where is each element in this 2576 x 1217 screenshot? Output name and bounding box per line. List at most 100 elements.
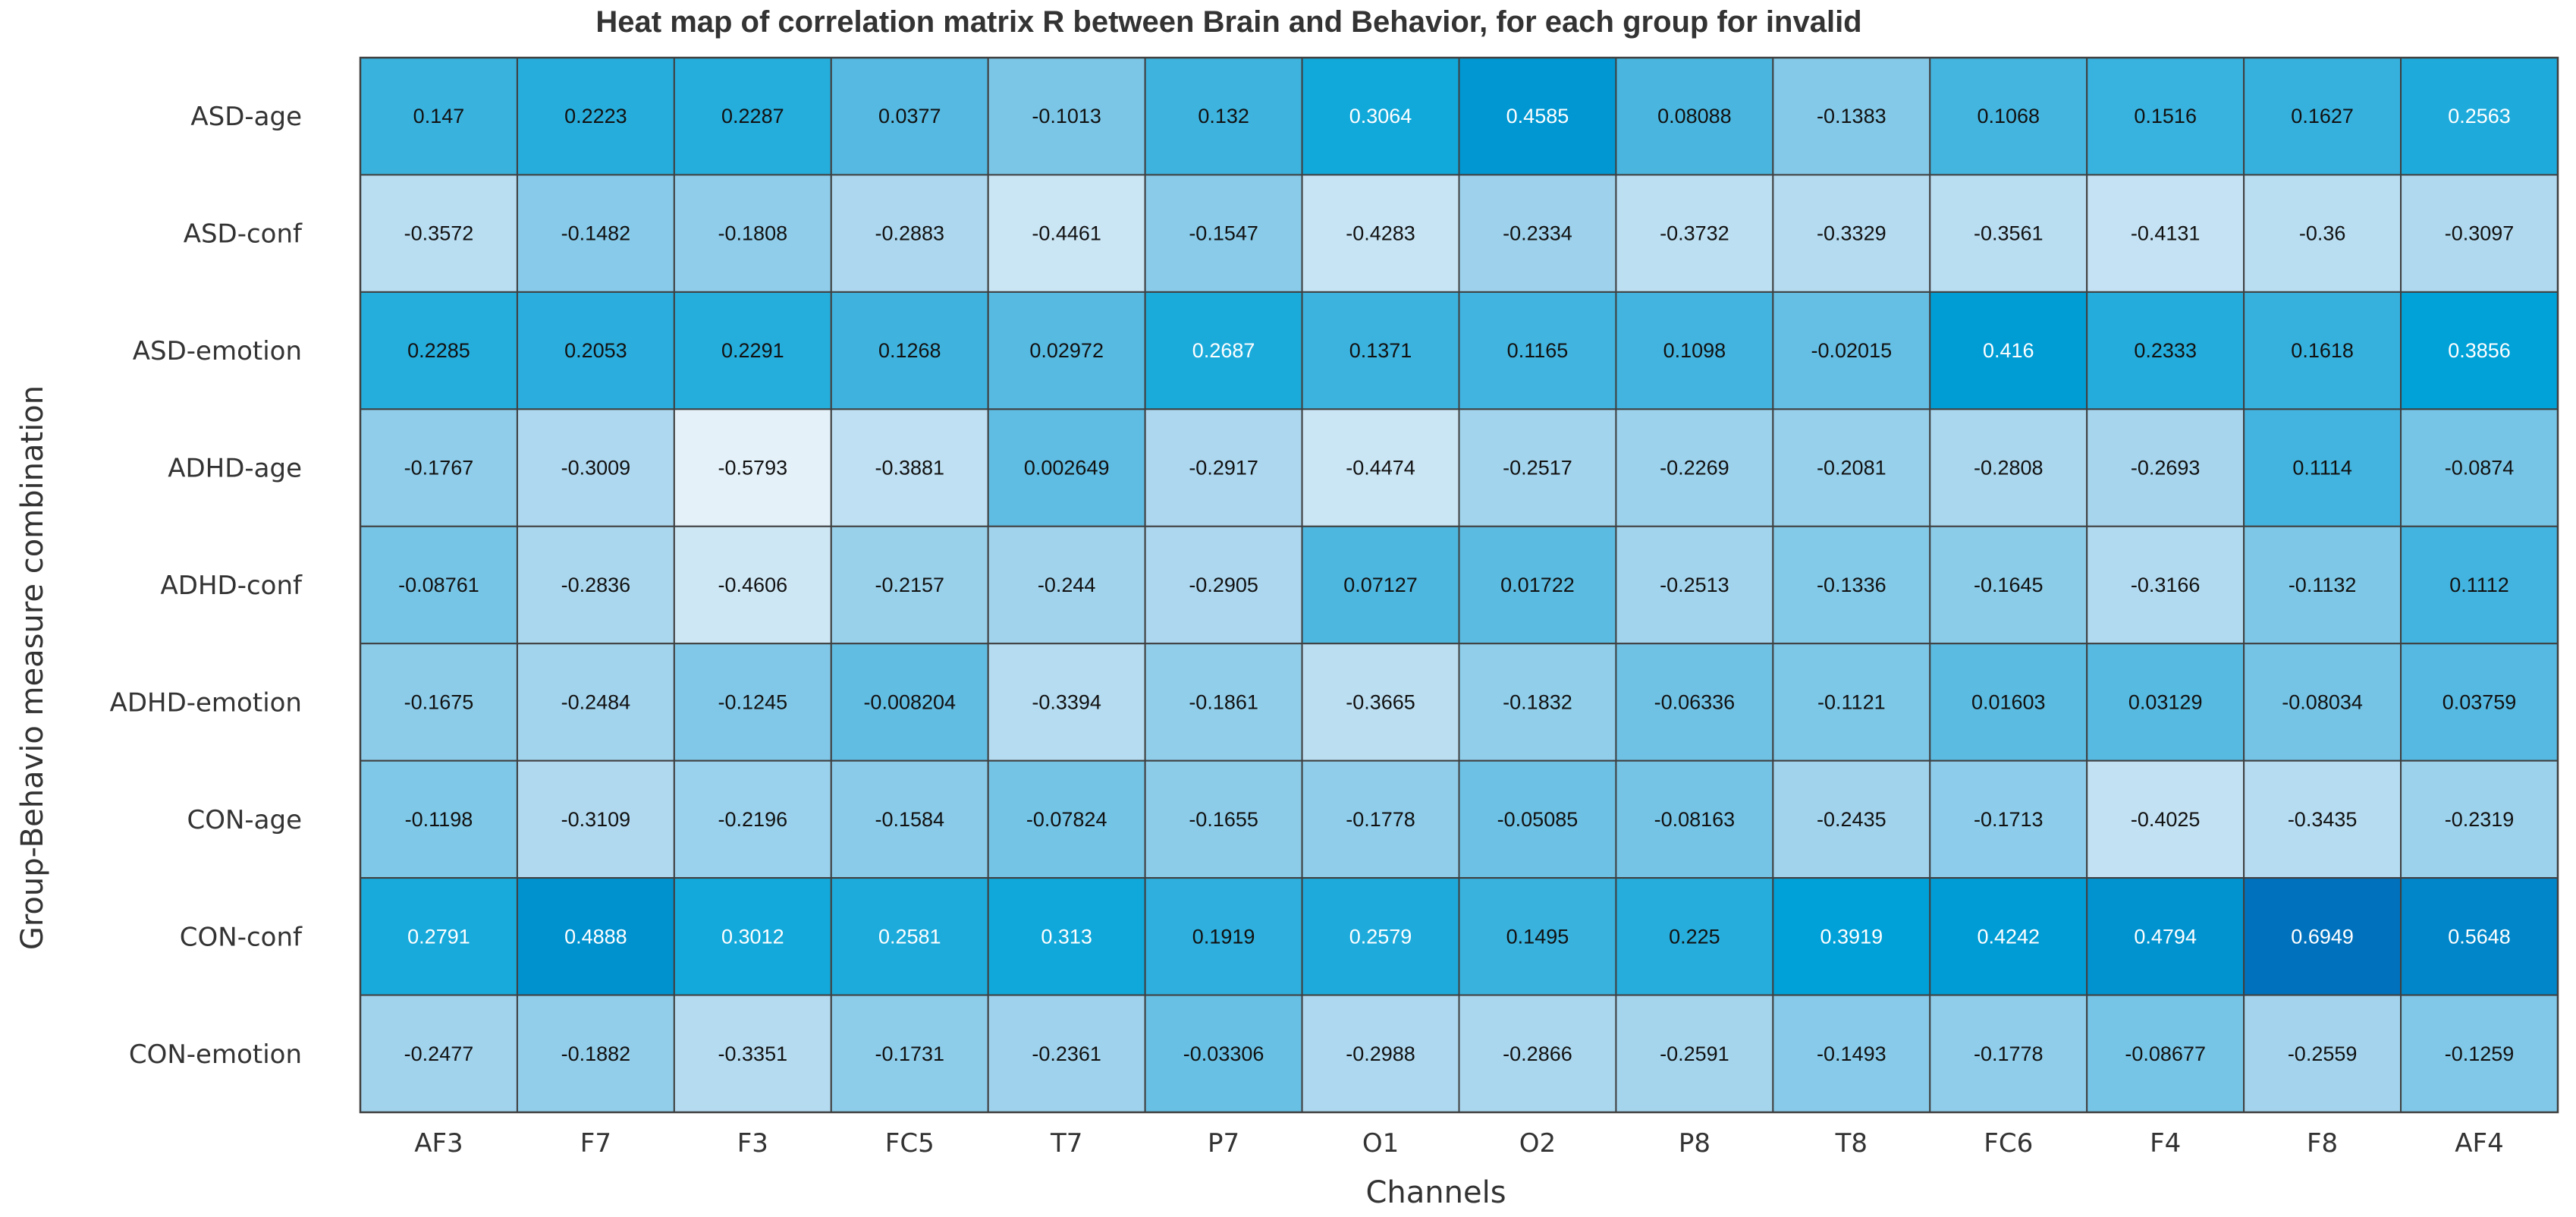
cell-value-label: 0.01603: [1971, 690, 2046, 713]
cell-value-label: -0.008204: [863, 690, 956, 713]
row-label: CON-conf: [180, 922, 303, 952]
cell-value-label: -0.2836: [561, 574, 631, 596]
heatmap-cell: [2400, 291, 2559, 410]
heatmap-cell: [1615, 408, 1774, 527]
column-labels: AF3 F7 F3 FC5 T7 P7 O1 O2 P8 T8 FC6 F4 F8 AF4: [414, 1128, 2504, 1159]
heatmap-cell: [1458, 759, 1617, 879]
cell-value-label: 0.313: [1041, 925, 1092, 948]
heatmap-cell: [1772, 759, 1931, 879]
cell-value-label: -0.3394: [1032, 690, 1101, 713]
heatmap-cell: [987, 759, 1146, 879]
heatmap-cell: [673, 291, 832, 410]
column-label: P8: [1679, 1128, 1711, 1159]
heatmap-cell: [673, 525, 832, 645]
cell-value-label: -0.08034: [2282, 690, 2363, 713]
heatmap-cell: [360, 877, 518, 996]
heatmap-cell: [1458, 643, 1617, 762]
heatmap-cell: [516, 57, 675, 176]
cell-value-label: 0.2287: [721, 105, 784, 127]
cell-value-label: -0.2319: [2445, 808, 2515, 831]
column-label: T8: [1835, 1128, 1868, 1159]
heatmap-cell: [2086, 57, 2245, 176]
heatmap-cell: [987, 643, 1146, 762]
cell-value-label: -0.3329: [1817, 222, 1886, 245]
cell-value-label: -0.1245: [718, 690, 788, 713]
cell-value-label: -0.36: [2299, 222, 2346, 245]
cell-value-label: -0.3109: [561, 808, 631, 831]
column-label: FC5: [885, 1128, 935, 1159]
cell-value-label: -0.3351: [718, 1042, 788, 1065]
heatmap-cell: [2400, 877, 2559, 996]
heatmap-cell: [830, 408, 989, 527]
row-label: ASD-emotion: [133, 336, 302, 366]
cell-value-label: -0.2883: [875, 222, 944, 245]
cell-value-label: -0.1731: [875, 1042, 944, 1065]
cell-value-label: -0.08761: [398, 574, 479, 596]
cell-value-label: -0.3166: [2131, 574, 2201, 596]
cell-value-label: -0.08163: [1654, 808, 1736, 831]
heatmap-cell: [360, 291, 518, 410]
heatmap-cell: [1144, 643, 1303, 762]
cell-value-label: 0.01722: [1500, 574, 1575, 596]
heatmap-cell: [673, 994, 832, 1113]
chart-title: Heat map of correlation matrix R between…: [595, 5, 1861, 39]
cell-value-label: -0.4283: [1346, 222, 1415, 245]
cell-value-label: -0.244: [1038, 574, 1096, 596]
cell-value-label: -0.3009: [561, 457, 631, 480]
cell-value-label: 0.1516: [2134, 105, 2197, 127]
heatmap-cell: [830, 643, 989, 762]
heatmap-cell: [516, 759, 675, 879]
cell-value-label: 0.1114: [2292, 457, 2352, 480]
heatmap-cell: [2400, 643, 2559, 762]
heatmap-cell: [2243, 525, 2402, 645]
heatmap-cell: [2400, 525, 2559, 645]
cell-value-label: -0.3665: [1346, 690, 1415, 713]
cell-value-label: -0.06336: [1654, 690, 1736, 713]
cell-value-label: 0.03129: [2128, 690, 2203, 713]
heatmap-cell: [360, 759, 518, 879]
heatmap-cell: [2086, 877, 2245, 996]
cell-value-label: -0.1547: [1189, 222, 1258, 245]
column-label: O1: [1362, 1128, 1399, 1159]
heatmap-cell: [1301, 877, 1460, 996]
heatmap-cell: [1301, 643, 1460, 762]
heatmap-cell: [1929, 525, 2088, 645]
heatmap-cell: [2243, 994, 2402, 1113]
cell-value-label: 0.2791: [407, 925, 470, 948]
column-label: AF4: [2455, 1128, 2503, 1159]
cell-value-label: -0.3561: [1974, 222, 2044, 245]
cell-value-label: 0.1268: [878, 339, 941, 362]
cell-value-label: -0.1882: [561, 1042, 631, 1065]
row-label: ADHD-conf: [161, 571, 303, 601]
cell-value-label: -0.2693: [2131, 457, 2201, 480]
cell-value-label: -0.4606: [718, 574, 788, 596]
heatmap-cell: [673, 174, 832, 293]
cell-value-label: 0.2333: [2134, 339, 2197, 362]
cell-value-label: 0.3012: [721, 925, 784, 948]
heatmap-cell: [2243, 57, 2402, 176]
cell-value-label: 0.1627: [2291, 105, 2354, 127]
cell-value-label: -0.1767: [404, 457, 474, 480]
heatmap-cell: [1615, 174, 1774, 293]
cell-value-label: -0.2917: [1189, 457, 1258, 480]
cell-value-label: 0.3919: [1820, 925, 1883, 948]
heatmap-cell: [1929, 291, 2088, 410]
heatmap-cell: [2400, 759, 2559, 879]
heatmap-cell: [830, 994, 989, 1113]
row-labels: ASD-age ASD-conf ASD-emotion ADHD-age ADHD-c…: [110, 102, 303, 1070]
y-axis-label: Group-Behavio measure combination: [15, 385, 50, 950]
cell-value-label: -0.4025: [2131, 808, 2201, 831]
cell-value-label: 0.4794: [2134, 925, 2197, 948]
heatmap-cell: [2243, 174, 2402, 293]
cell-value-label: -0.1675: [404, 690, 474, 713]
cell-value-label: -0.1259: [2445, 1042, 2515, 1065]
cell-value-label: -0.1808: [718, 222, 788, 245]
heatmap-cell: [1458, 994, 1617, 1113]
cell-value-label: -0.4131: [2131, 222, 2201, 245]
cell-value-label: -0.1778: [1974, 1042, 2044, 1065]
cell-value-label: -0.1655: [1189, 808, 1258, 831]
heatmap-cell: [2243, 877, 2402, 996]
cell-value-label: -0.2905: [1189, 574, 1258, 596]
heatmap-cell: [1144, 57, 1303, 176]
